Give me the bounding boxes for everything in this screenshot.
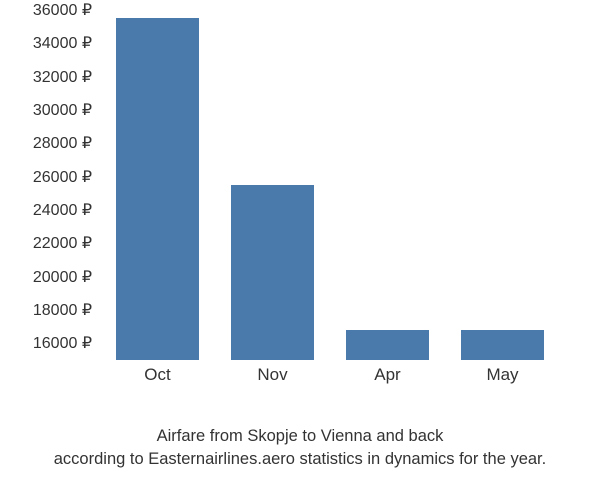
x-tick-label: May — [486, 365, 518, 385]
caption-line-1: Airfare from Skopje to Vienna and back — [0, 425, 600, 448]
y-tick-label: 18000 ₽ — [33, 300, 92, 320]
y-tick-label: 22000 ₽ — [33, 233, 92, 253]
y-tick-label: 20000 ₽ — [33, 267, 92, 287]
airfare-chart: 16000 ₽ 18000 ₽ 20000 ₽ 22000 ₽ 24000 ₽ 26000… — [10, 10, 570, 400]
x-axis: Oct Nov Apr May — [100, 365, 560, 395]
x-tick-label: Oct — [144, 365, 170, 385]
bar — [346, 330, 429, 360]
x-tick-label: Nov — [257, 365, 287, 385]
bar — [461, 330, 544, 360]
y-tick-label: 34000 ₽ — [33, 33, 92, 53]
y-tick-label: 36000 ₽ — [33, 0, 92, 20]
y-tick-label: 30000 ₽ — [33, 100, 92, 120]
y-tick-label: 16000 ₽ — [33, 333, 92, 353]
y-tick-label: 24000 ₽ — [33, 200, 92, 220]
x-tick-label: Apr — [374, 365, 400, 385]
caption-line-2: according to Easternairlines.aero statis… — [0, 448, 600, 471]
bar — [231, 185, 314, 360]
y-tick-label: 32000 ₽ — [33, 67, 92, 87]
y-tick-label: 28000 ₽ — [33, 133, 92, 153]
plot-area — [100, 10, 560, 360]
bar — [116, 18, 199, 360]
y-axis: 16000 ₽ 18000 ₽ 20000 ₽ 22000 ₽ 24000 ₽ 26000… — [10, 10, 100, 400]
y-tick-label: 26000 ₽ — [33, 167, 92, 187]
